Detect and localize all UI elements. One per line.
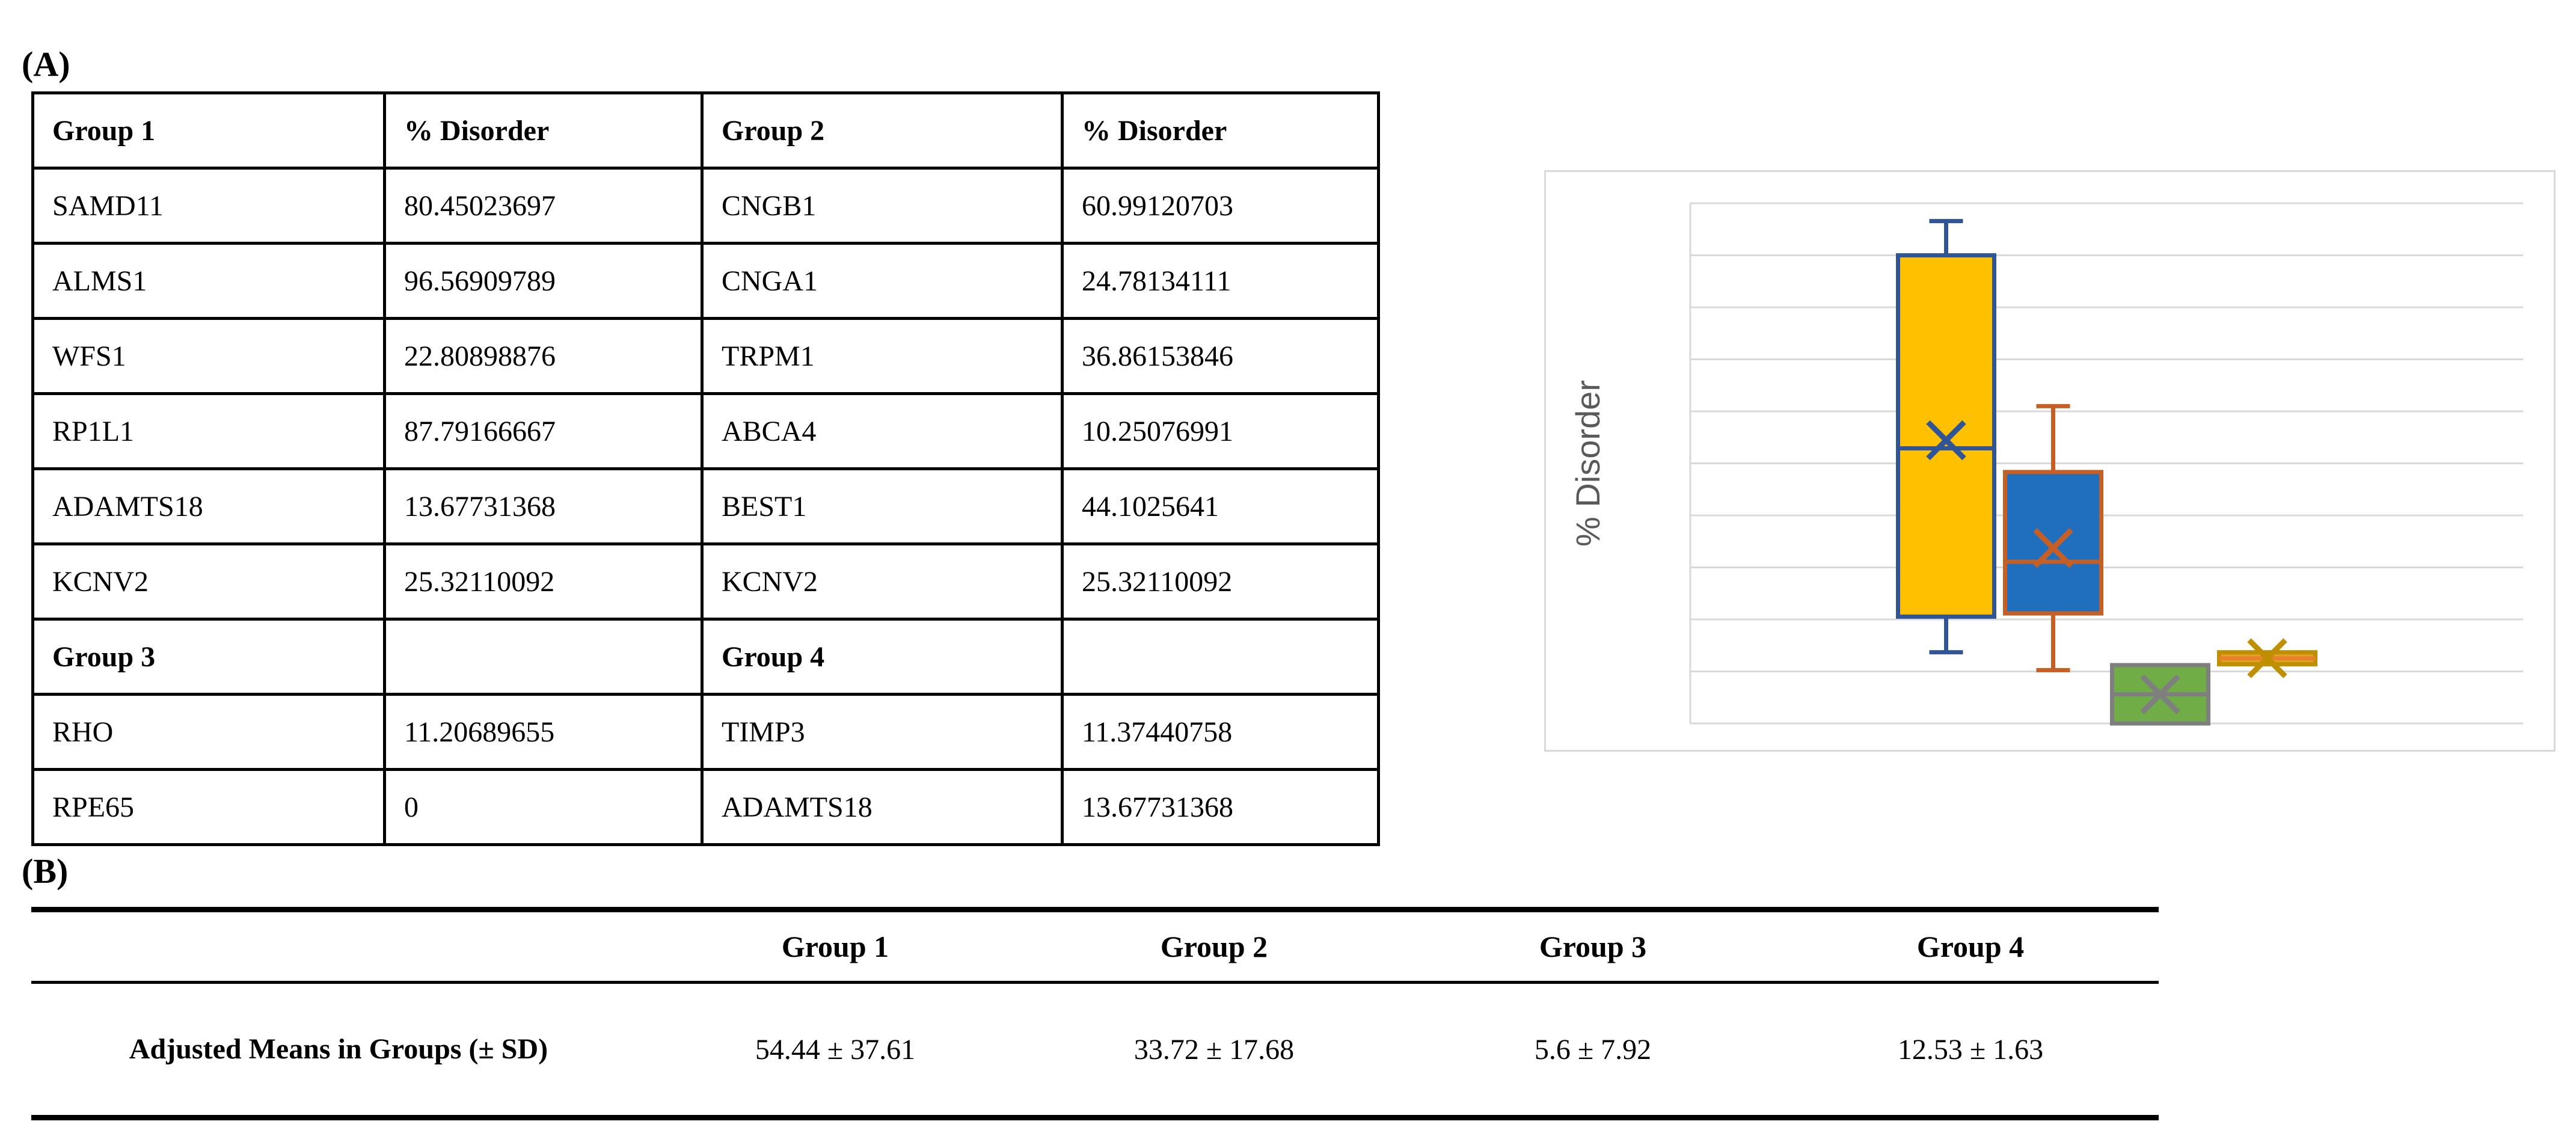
table-a-cell: 13.67731368 [1061,768,1380,846]
boxplot-chart: % Disorder [1544,170,2556,752]
table-a-cell: 87.79166667 [383,392,704,470]
table-a-row: ADAMTS18 13.67731368 BEST1 44.1025641 [31,467,1380,545]
boxplot-series-group-3 [2110,663,2210,726]
table-a-header-cell: Group 1 [31,91,386,170]
panel-b-label: (B) [22,852,69,891]
table-a-cell: ADAMTS18 [701,768,1064,846]
table-a-cell: TRPM1 [701,317,1064,395]
table-a-cell: 60.99120703 [1061,167,1380,245]
table-b-header-cell: Group 4 [1782,909,2159,984]
boxplot-series-group-1 [1896,219,1996,655]
table-a-cell: CNGB1 [701,167,1064,245]
table-a-cell: ALMS1 [31,242,386,320]
table-a-cell: 0 [383,768,704,846]
boxplot-series-group-4 [2217,638,2317,678]
table-a-row: SAMD11 80.45023697 CNGB1 60.99120703 [31,167,1380,245]
table-a-row: RHO 11.20689655 TIMP3 11.37440758 [31,693,1380,771]
table-a-row: WFS1 22.80898876 TRPM1 36.86153846 [31,317,1380,395]
table-a-cell: ADAMTS18 [31,467,386,545]
table-a-cell: TIMP3 [701,693,1064,771]
table-a-header-cell [1061,618,1380,696]
table-a-cell: 10.25076991 [1061,392,1380,470]
iqr-box [1896,253,1996,619]
table-a-cell: 25.32110092 [383,542,704,621]
table-a-cell: RP1L1 [31,392,386,470]
table-a-cell: RHO [31,693,386,771]
table-a-cell: 11.20689655 [383,693,704,771]
table-a-cell: 44.1025641 [1061,467,1380,545]
table-a-row: KCNV2 25.32110092 KCNV2 25.32110092 [31,542,1380,621]
table-a-cell: KCNV2 [701,542,1064,621]
table-b-value-cell: 33.72 ± 17.68 [1133,1033,1295,1066]
table-a-cell: 25.32110092 [1061,542,1380,621]
table-b-header-cell: Group 3 [1403,909,1782,984]
table-b-value-cell: 12.53 ± 1.63 [1897,1033,2044,1066]
table-a-cell: 24.78134111 [1061,242,1380,320]
table-b-value-cell: 54.44 ± 37.61 [755,1033,916,1066]
mean-x-marker [2247,638,2287,678]
table-b-header-cell: Group 1 [646,909,1025,984]
table-b-data-row: Adjusted Means in Groups (± SD) 54.44 ± 3… [31,983,2159,1118]
table-a-cell: SAMD11 [31,167,386,245]
table-a-cell: KCNV2 [31,542,386,621]
table-a-cell: BEST1 [701,467,1064,545]
table-a-cell: 36.86153846 [1061,317,1380,395]
table-a-row: ALMS1 96.56909789 CNGA1 24.78134111 [31,242,1380,320]
table-a-header-cell: % Disorder [383,91,704,170]
table-a-cell: CNGA1 [701,242,1064,320]
table-a-header-cell: Group 2 [701,91,1064,170]
y-axis-label: % Disorder [1569,380,1607,547]
table-a-header-row: Group 3 Group 4 [31,618,1380,696]
panel-a-label: (A) [22,45,70,84]
table-a-cell: ABCA4 [701,392,1064,470]
table-a-cell: 13.67731368 [383,467,704,545]
mean-x-marker [2140,674,2180,714]
table-a-row: RP1L1 87.79166667 ABCA4 10.25076991 [31,392,1380,470]
table-a-cell: 80.45023697 [383,167,704,245]
chart-frame [1544,170,2556,752]
boxplot-series-group-2 [2003,404,2103,672]
table-a-row: RPE65 0 ADAMTS18 13.67731368 [31,768,1380,846]
table-a-header-row: Group 1% Disorder Group 2% Disorder [31,91,1380,170]
table-a-cell: WFS1 [31,317,386,395]
mean-x-marker [2033,528,2073,568]
table-b-row-label: Adjusted Means in Groups (± SD) [129,1033,548,1066]
table-a-header-cell: Group 3 [31,618,386,696]
table-a-cell: 96.56909789 [383,242,704,320]
table-a-header-cell [383,618,704,696]
table-a-header-cell: Group 4 [701,618,1064,696]
table-b-value-cell: 5.6 ± 7.92 [1534,1033,1652,1066]
table-b-header-row: Group 1 Group 2 Group 3 Group 4 [31,909,2159,984]
iqr-box [2003,470,2103,616]
boxplot-svg: % Disorder [1544,170,2556,752]
adjusted-means-table: Group 1 Group 2 Group 3 Group 4 Adjusted Mea… [31,907,2159,1120]
gene-disorder-table: Group 1% Disorder Group 2% Disorder SAMD11… [31,91,1380,846]
table-a-header-cell: % Disorder [1061,91,1380,170]
table-a-cell: 11.37440758 [1061,693,1380,771]
table-a-cell: 22.80898876 [383,317,704,395]
table-b-header-cell: Group 2 [1025,909,1403,984]
table-b-header-empty [31,909,646,984]
table-a-cell: RPE65 [31,768,386,846]
mean-x-marker [1926,420,1966,461]
